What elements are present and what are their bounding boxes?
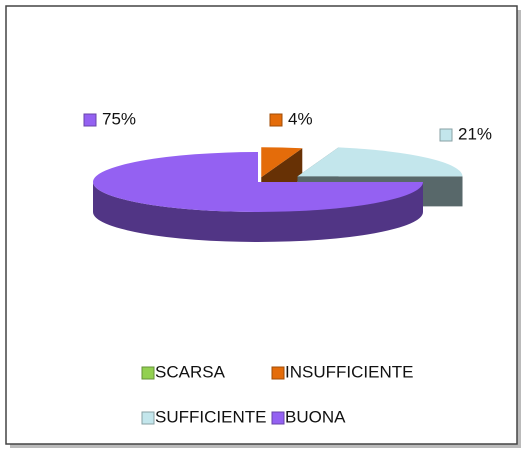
data-label: 4% xyxy=(288,109,313,128)
legend-label: SCARSA xyxy=(155,362,226,381)
legend-label: INSUFFICIENTE xyxy=(285,362,413,381)
data-label: 75% xyxy=(102,109,136,128)
slice xyxy=(261,147,303,178)
legend-swatch xyxy=(141,366,155,380)
label-marker xyxy=(439,128,453,142)
slice xyxy=(297,147,463,177)
legend-swatch xyxy=(271,411,285,425)
legend-label: BUONA xyxy=(285,407,346,426)
legend-swatch xyxy=(141,411,155,425)
legend-swatch xyxy=(271,366,285,380)
slice xyxy=(93,152,423,212)
legend-label: SUFFICIENTE xyxy=(155,407,266,426)
label-marker xyxy=(83,113,97,127)
data-label: 21% xyxy=(458,124,492,143)
label-marker xyxy=(269,113,283,127)
